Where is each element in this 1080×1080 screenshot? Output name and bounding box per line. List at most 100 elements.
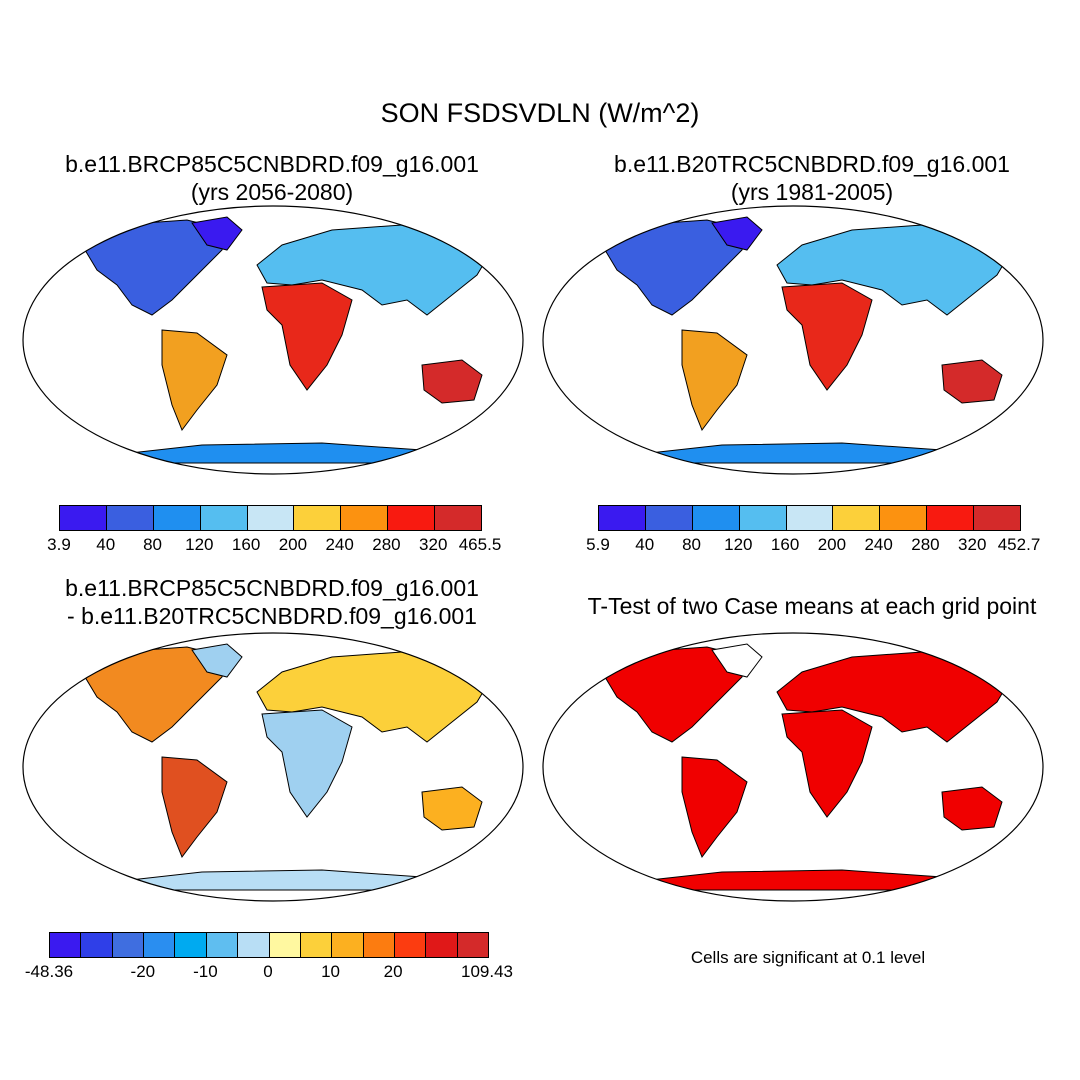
colorbar-1-ticks: 3.9 40 80 120 160 200 240 280 320 465.5 (47, 535, 501, 557)
colorbar-1-box (60, 506, 107, 530)
continent-southAmerica (161, 329, 228, 432)
map-frame (542, 632, 1044, 902)
colorbar-3-box (81, 933, 113, 957)
colorbar-2-tick-label: 80 (682, 535, 702, 554)
map-frame (22, 205, 524, 475)
colorbar-2-box (739, 506, 787, 530)
continent-eurasia (256, 224, 493, 316)
continent-australia (941, 359, 1003, 404)
colorbar-3-tick-label: -10 (193, 962, 218, 981)
colorbar-3-box (332, 933, 364, 957)
colorbar-1-tick-label: 80 (143, 535, 163, 554)
colorbar-1-box (388, 506, 436, 530)
colorbar-3-box (50, 933, 82, 957)
colorbar-3-tick-label: 109.43 (461, 962, 513, 981)
map-panel-2 (542, 205, 1044, 475)
colorbar-3-ticks: -48.36 -20 -10 0 10 20 109.43 (25, 962, 513, 984)
continent-northAmerica (601, 646, 748, 743)
continent-eurasia (776, 224, 1013, 316)
colorbar-1-tick-label: 200 (278, 535, 308, 554)
colorbar-3-box (144, 933, 176, 957)
panel-1-title: b.e11.BRCP85C5CNBDRD.f09_g16.001 (yrs 20… (22, 150, 522, 206)
colorbar-1-tick-label: 120 (185, 535, 214, 554)
colorbar-2-tick-label: 280 (911, 535, 940, 554)
continent-australia (421, 786, 483, 831)
continent-eurasia (256, 651, 493, 743)
continent-australia (941, 786, 1003, 831)
panel-2-title: b.e11.B20TRC5CNBDRD.f09_g16.001 (yrs 198… (562, 150, 1062, 206)
colorbar-3 (49, 932, 489, 958)
continent-antarctica (620, 869, 964, 891)
panel-2-title-line2: (yrs 1981-2005) (730, 179, 894, 205)
colorbar-2-tick-label: 320 (958, 535, 987, 554)
colorbar-2-box (599, 506, 646, 530)
map-panel-4 (542, 632, 1044, 902)
colorbar-2-box (786, 506, 834, 530)
panel-3-title-line1: b.e11.BRCP85C5CNBDRD.f09_g16.001 (65, 575, 479, 601)
continent-greenland (711, 643, 763, 678)
continent-antarctica (100, 869, 444, 891)
continent-africa (261, 282, 353, 391)
colorbar-1-box (435, 506, 482, 530)
colorbar-3-box (112, 933, 145, 957)
colorbar-1-box (341, 506, 389, 530)
panel-4-title: T-Test of two Case means at each grid po… (562, 592, 1062, 620)
continent-northAmerica (601, 219, 748, 316)
continent-southAmerica (161, 756, 228, 859)
panel-1-title-line2: (yrs 2056-2080) (190, 179, 354, 205)
continent-northAmerica (81, 646, 228, 743)
colorbar-2-ticks: 5.9 40 80 120 160 200 240 280 320 452.7 (586, 535, 1040, 557)
map-frame (22, 632, 524, 902)
continent-antarctica (620, 442, 964, 464)
colorbar-3-box (394, 933, 427, 957)
colorbar-1-box (200, 506, 248, 530)
colorbar-2-tick-label: 160 (770, 535, 800, 554)
panel-2-title-line1: b.e11.B20TRC5CNBDRD.f09_g16.001 (614, 151, 1010, 177)
colorbar-2-box (833, 506, 881, 530)
colorbar-3-tick-label: 20 (383, 962, 403, 981)
colorbar-1-tick-label: 280 (372, 535, 401, 554)
colorbar-2-box (974, 506, 1021, 530)
continent-northAmerica (81, 219, 228, 316)
continent-greenland (191, 643, 243, 678)
colorbar-1-tick-label: 240 (325, 535, 354, 554)
panel-1-title-line1: b.e11.BRCP85C5CNBDRD.f09_g16.001 (65, 151, 479, 177)
continent-southAmerica (681, 329, 748, 432)
colorbar-3-tick-label: 10 (321, 962, 341, 981)
colorbar-2-box (880, 506, 928, 530)
colorbar-1-tick-label: 465.5 (458, 535, 502, 554)
continent-greenland (191, 216, 243, 251)
colorbar-3-box (175, 933, 207, 957)
map-frame (542, 205, 1044, 475)
colorbar-3-box (206, 933, 239, 957)
panel-3-title: b.e11.BRCP85C5CNBDRD.f09_g16.001 - b.e11… (22, 574, 522, 630)
colorbar-3-box (269, 933, 301, 957)
colorbar-1 (59, 505, 482, 531)
colorbar-3-box (300, 933, 333, 957)
colorbar-1-tick-label: 320 (419, 535, 448, 554)
continent-southAmerica (681, 756, 748, 859)
colorbar-1-tick-label: 3.9 (47, 535, 71, 554)
continent-africa (261, 709, 353, 818)
colorbar-2-box (692, 506, 740, 530)
map-panel-1 (22, 205, 524, 475)
colorbar-3-tick-label: -48.36 (24, 962, 74, 981)
colorbar-3-box (457, 933, 489, 957)
panel-4-title-line1: T-Test of two Case means at each grid po… (587, 593, 1037, 619)
colorbar-2 (598, 505, 1021, 531)
continent-eurasia (776, 651, 1013, 743)
colorbar-3-box (238, 933, 270, 957)
colorbar-3-tick-label: 0 (263, 962, 273, 981)
significance-note: Cells are significant at 0.1 level (690, 948, 926, 967)
colorbar-2-tick-label: 40 (635, 535, 655, 554)
map-panel-3 (22, 632, 524, 902)
continent-africa (781, 709, 873, 818)
figure-title: SON FSDSVDLN (W/m^2) (380, 98, 700, 128)
colorbar-2-tick-label: 120 (724, 535, 753, 554)
colorbar-3-box (363, 933, 395, 957)
colorbar-2-tick-label: 5.9 (586, 535, 610, 554)
colorbar-1-tick-label: 160 (231, 535, 261, 554)
colorbar-3-tick-label: -20 (130, 962, 156, 981)
colorbar-2-tick-label: 452.7 (997, 535, 1041, 554)
colorbar-2-tick-label: 200 (817, 535, 847, 554)
